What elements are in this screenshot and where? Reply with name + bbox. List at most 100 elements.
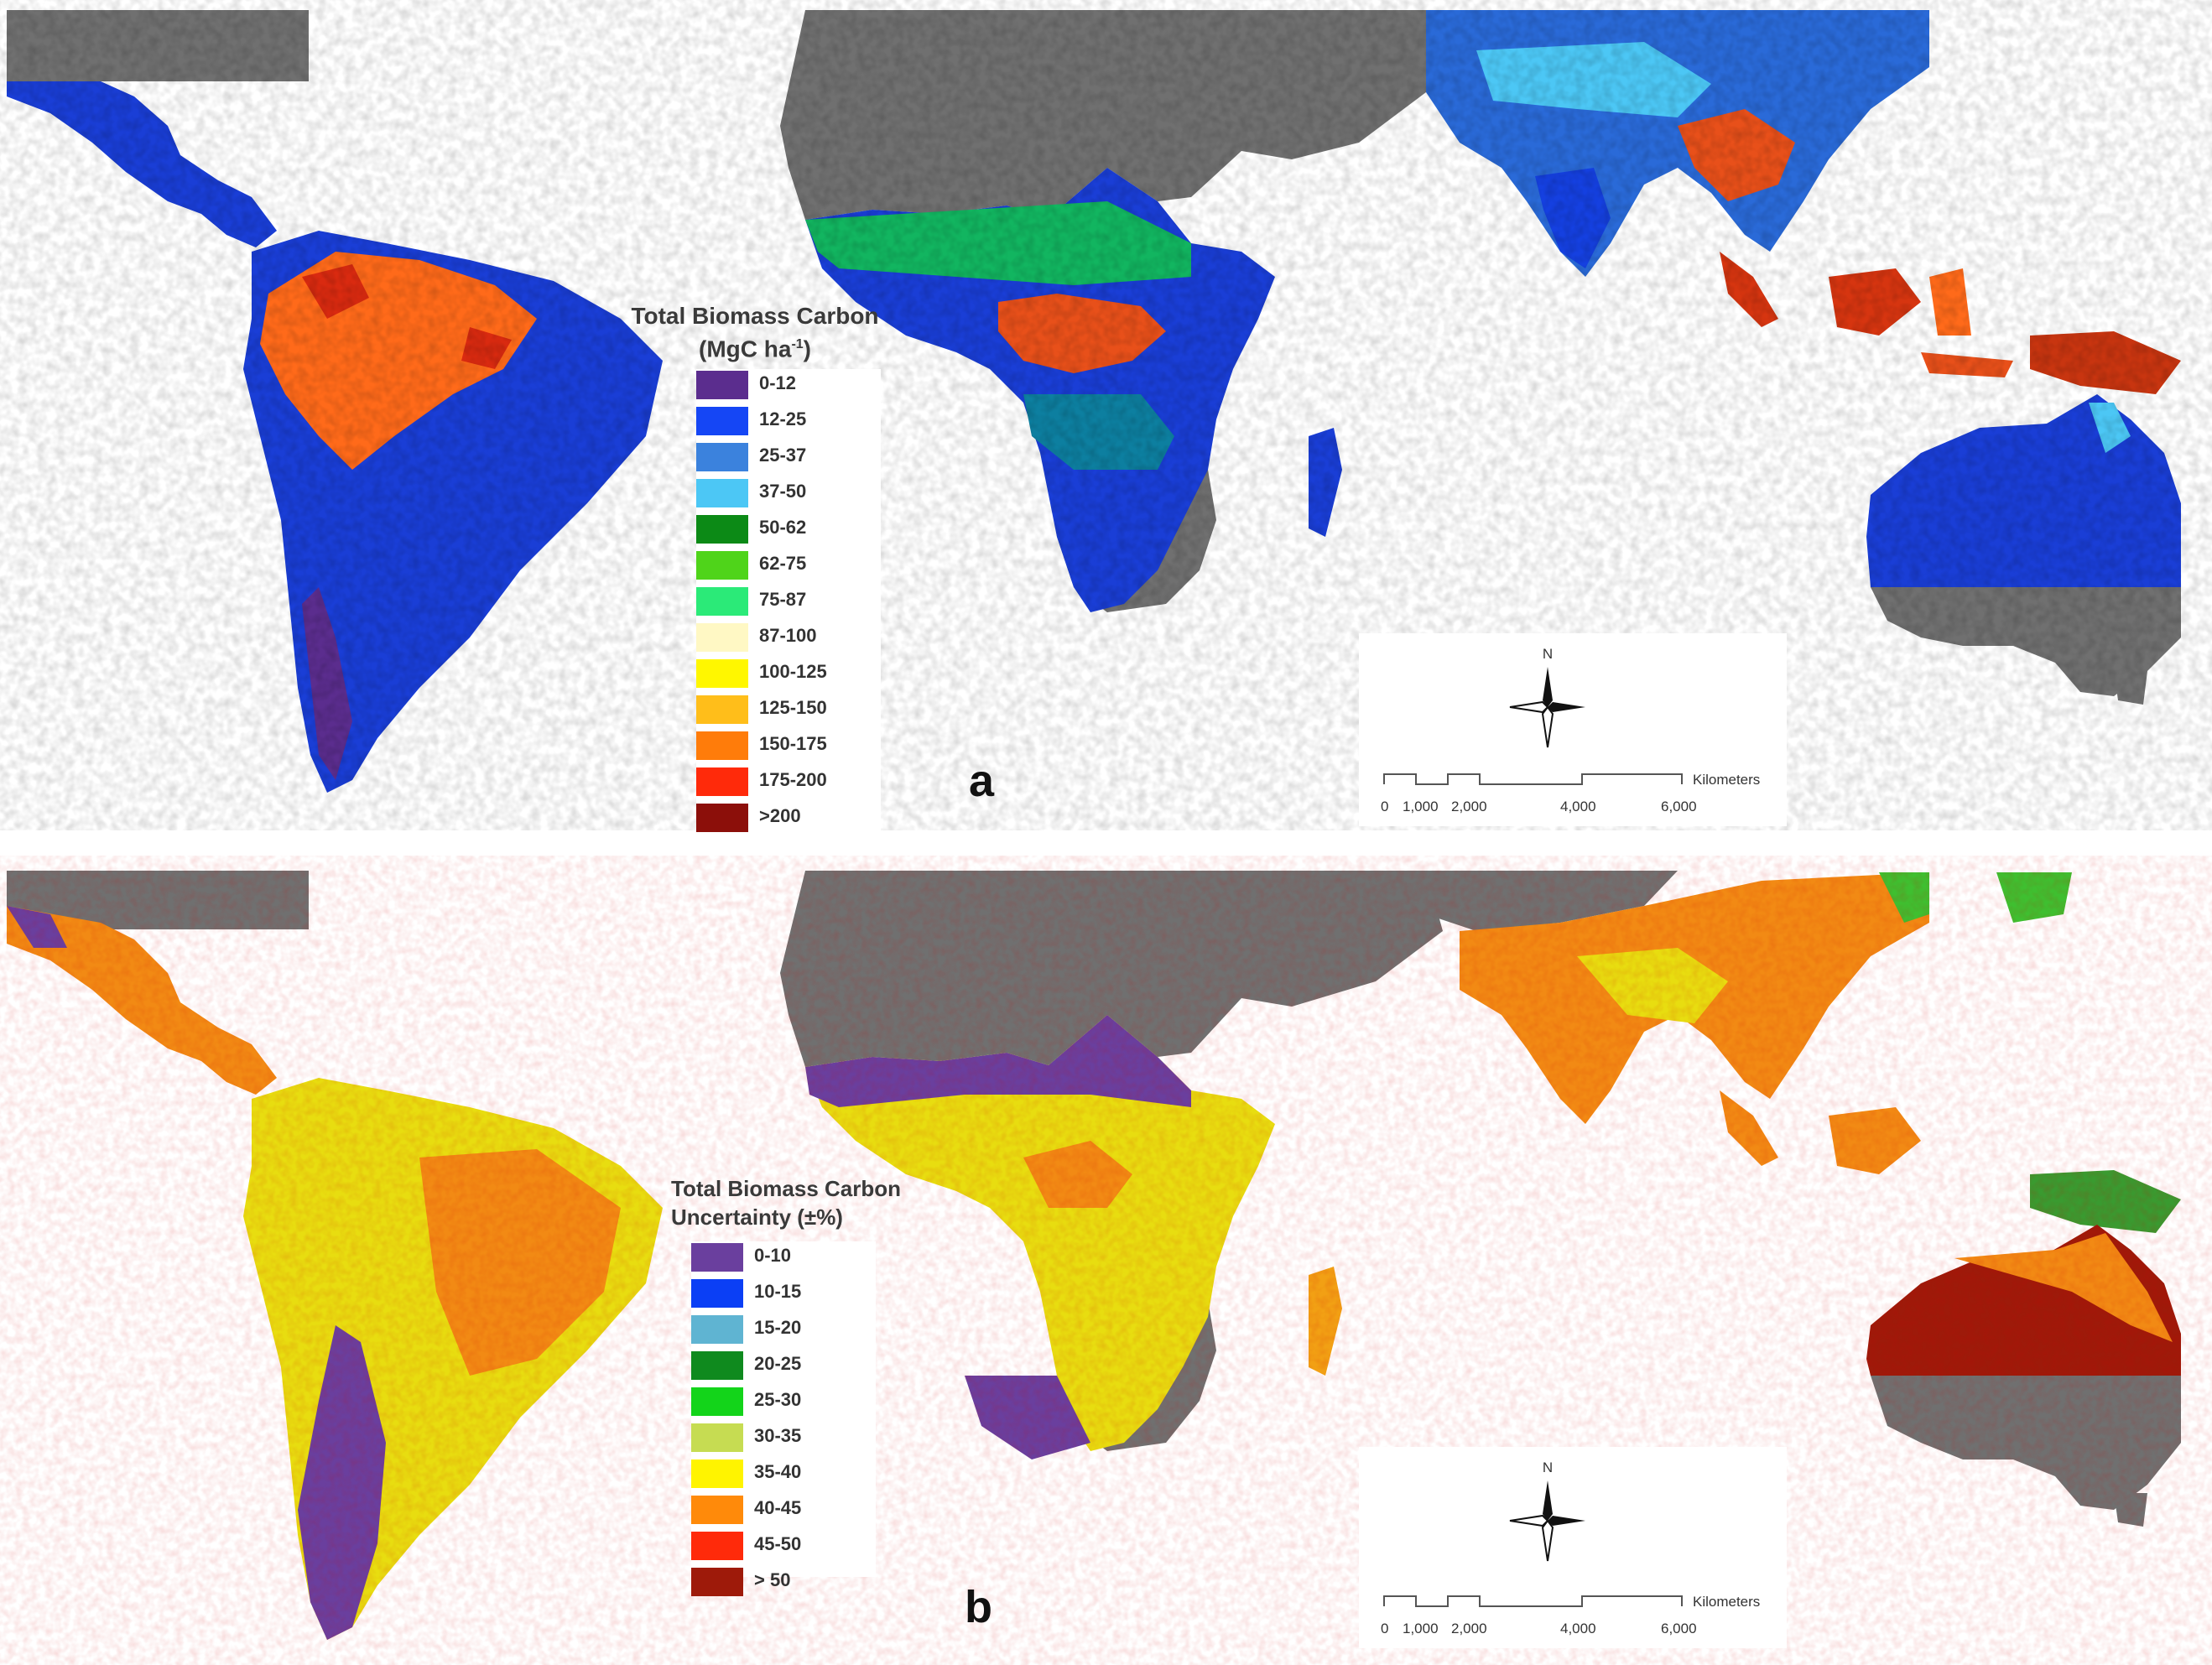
- legend-classes: 0-10 10-15 15-20 20-25 25-30 30-35 35-40 40-45 4…: [691, 1241, 876, 1596]
- legend-swatch: [691, 1351, 743, 1380]
- map-scale-block: N 0 1,000 2,000 4,000 6,000 Kilometers: [1359, 1447, 1787, 1648]
- scale-unit: Kilometers: [1693, 772, 1760, 788]
- biomass-legend: Total Biomass Carbon (MgC ha-1) 0-12 12-2…: [604, 302, 906, 839]
- legend-swatch: [696, 587, 748, 616]
- legend-row: 75-87: [696, 585, 864, 617]
- legend-swatch: [696, 659, 748, 688]
- legend-label: 25-30: [754, 1389, 802, 1410]
- legend-swatch: [696, 767, 748, 796]
- legend-label: 125-150: [759, 697, 827, 718]
- scale-tick-2000: 2,000: [1451, 799, 1487, 814]
- scale-tick-2000: 2,000: [1451, 1621, 1487, 1636]
- scale-bar: [1383, 1595, 1683, 1607]
- north-arrow-and-scalebar: N 0 1,000 2,000 4,000 6,000 Kilometers: [1381, 1459, 1760, 1636]
- legend-label: >200: [759, 805, 801, 826]
- legend-row: > 50: [691, 1566, 859, 1598]
- scale-tick-6000: 6,000: [1661, 1621, 1697, 1636]
- scale-unit: Kilometers: [1693, 1594, 1760, 1610]
- legend-label: 175-200: [759, 769, 827, 790]
- legend-swatch: [696, 443, 748, 471]
- legend-swatch: [691, 1387, 743, 1416]
- legend-swatch: [691, 1423, 743, 1452]
- legend-swatch: [696, 515, 748, 544]
- north-label: N: [1543, 1459, 1553, 1475]
- legend-swatch: [691, 1532, 743, 1560]
- legend-label: > 50: [754, 1569, 791, 1590]
- legend-swatch: [691, 1279, 743, 1308]
- legend-title-line1: Total Biomass Carbon: [631, 303, 879, 329]
- legend-swatch: [691, 1496, 743, 1524]
- legend-label: 75-87: [759, 589, 807, 610]
- legend-row: 50-62: [696, 513, 864, 545]
- scale-bar: [1383, 773, 1683, 785]
- legend-row: 30-35: [691, 1422, 859, 1454]
- panel-b-uncertainty-map: Total Biomass Carbon Uncertainty (±%) 0-…: [0, 856, 2212, 1665]
- legend-row: 125-150: [696, 694, 864, 726]
- legend-label: 20-25: [754, 1353, 802, 1374]
- legend-title-line2: (MgC ha-1): [604, 330, 906, 363]
- legend-title: Total Biomass Carbon (MgC ha-1): [604, 302, 906, 363]
- panel-a-biomass-map: Total Biomass Carbon (MgC ha-1) 0-12 12-2…: [0, 0, 2212, 839]
- legend-label: 45-50: [754, 1533, 802, 1554]
- legend-swatch: [691, 1459, 743, 1488]
- scale-tick-1000: 1,000: [1403, 1621, 1439, 1636]
- legend-title-line1: Total Biomass Carbon: [671, 1176, 902, 1201]
- legend-swatch: [691, 1568, 743, 1596]
- north-arrow-icon: [1509, 667, 1585, 748]
- legend-label: 0-10: [754, 1245, 792, 1266]
- uncertainty-legend: Total Biomass Carbon Uncertainty (±%) 0-…: [671, 1174, 973, 1596]
- legend-row: 25-37: [696, 441, 864, 473]
- legend-label: 62-75: [759, 553, 807, 574]
- legend-row: 25-30: [691, 1386, 859, 1418]
- legend-label: 100-125: [759, 661, 827, 682]
- legend-label: 87-100: [759, 625, 817, 646]
- legend-swatch: [696, 804, 748, 832]
- legend-row: 40-45: [691, 1494, 859, 1526]
- biomass-map: [0, 0, 2212, 830]
- legend-swatch: [696, 551, 748, 580]
- legend-row: 15-20: [691, 1314, 859, 1345]
- legend-row: >200: [696, 802, 864, 834]
- legend-label: 40-45: [754, 1497, 802, 1518]
- legend-swatch: [696, 731, 748, 760]
- legend-row: 62-75: [696, 549, 864, 581]
- legend-label: 0-12: [759, 372, 797, 393]
- legend-row: 37-50: [696, 477, 864, 509]
- legend-row: 100-125: [696, 658, 864, 689]
- legend-title-line2: Uncertainty (±%): [671, 1205, 843, 1230]
- legend-swatch: [691, 1243, 743, 1272]
- legend-row: 0-10: [691, 1241, 859, 1273]
- legend-label: 10-15: [754, 1281, 802, 1302]
- legend-row: 175-200: [696, 766, 864, 798]
- legend-row: 0-12: [696, 369, 864, 401]
- legend-swatch: [696, 479, 748, 507]
- uncertainty-map: [0, 856, 2212, 1665]
- legend-label: 30-35: [754, 1425, 802, 1446]
- legend-swatch: [691, 1315, 743, 1344]
- legend-unit-sup: -1: [791, 337, 804, 351]
- legend-label: 25-37: [759, 445, 807, 466]
- legend-swatch: [696, 695, 748, 724]
- scale-tick-6000: 6,000: [1661, 799, 1697, 814]
- legend-row: 12-25: [696, 405, 864, 437]
- legend-label: 35-40: [754, 1461, 802, 1482]
- legend-row: 150-175: [696, 730, 864, 762]
- north-arrow-and-scalebar: N 0 1,000 2,000 4,000 6,000 Kilometers: [1381, 646, 1760, 814]
- scale-tick-0: 0: [1381, 799, 1388, 814]
- legend-row: 20-25: [691, 1350, 859, 1381]
- scale-tick-4000: 4,000: [1560, 1621, 1596, 1636]
- legend-row: 10-15: [691, 1277, 859, 1309]
- legend-row: 35-40: [691, 1458, 859, 1490]
- legend-swatch: [696, 407, 748, 435]
- scale-tick-1000: 1,000: [1403, 799, 1439, 814]
- legend-swatch: [696, 623, 748, 652]
- legend-swatch: [696, 371, 748, 399]
- map-scale-block: N 0 1,000 2,000 4,000 6,000 Kilometers: [1359, 633, 1787, 826]
- scale-tick-0: 0: [1381, 1621, 1388, 1636]
- legend-row: 87-100: [696, 622, 864, 653]
- legend-classes: 0-12 12-25 25-37 37-50 50-62 62-75 75-87 87-100…: [696, 369, 881, 839]
- legend-label: 37-50: [759, 481, 807, 502]
- legend-label: 12-25: [759, 408, 807, 429]
- legend-label: 15-20: [754, 1317, 802, 1338]
- legend-unit-close: ): [803, 336, 811, 362]
